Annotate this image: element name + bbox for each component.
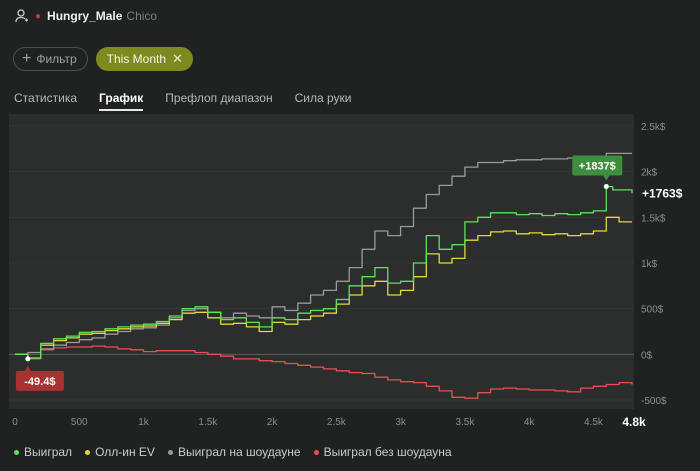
y-tick-label: -500$ <box>641 396 667 407</box>
legend-item-won[interactable]: Выиграл <box>14 445 72 459</box>
max-label-box <box>572 155 623 176</box>
x-tick-label: 4k <box>524 417 536 428</box>
legend-dot-allin-ev <box>85 449 91 455</box>
legend-item-allin-ev[interactable]: Олл-ин EV <box>85 445 155 459</box>
min-point-marker <box>25 356 31 362</box>
user-header: ● Hungry_Male Chico <box>15 8 157 24</box>
tab-hand-strength[interactable]: Сила руки <box>294 91 352 105</box>
max-label: +1837$ <box>579 161 616 173</box>
x-tick-label: 1.5k <box>198 417 218 428</box>
x-tick-label: 3.5k <box>455 417 475 428</box>
x-tick-label: 3k <box>395 417 407 428</box>
plot-area <box>9 114 634 409</box>
line-showdown <box>15 152 632 355</box>
username[interactable]: Hungry_Male <box>47 9 123 23</box>
plus-icon: + <box>22 50 32 67</box>
line-won <box>15 185 633 359</box>
min-label: -49.4$ <box>24 376 55 388</box>
profit-chart[interactable]: 2.5k$ 2k$ 1.5k$ 1k$ 500$ 0$ -500$ 0 500 1k 1.5k 2k 2… <box>0 112 700 432</box>
min-label-pointer <box>24 365 31 371</box>
legend-label-won: Выиграл <box>24 445 73 459</box>
y-tick-label: 500$ <box>641 305 664 316</box>
y-tick-label: 2.5k$ <box>641 122 666 133</box>
legend-label-non-showdown: Выиграл без шоудауна <box>323 445 452 459</box>
add-filter-button[interactable]: + Фильтр <box>13 47 88 71</box>
x-tick-label: 500 <box>71 417 88 428</box>
x-end-label: 4.8k <box>622 415 646 429</box>
legend-label-allin-ev: Олл-ин EV <box>95 445 155 459</box>
x-tick-label: 1k <box>138 417 150 428</box>
max-label-pointer <box>603 175 610 181</box>
active-filter-chip[interactable]: This Month ✕ <box>95 47 193 71</box>
legend-dot-non-showdown <box>313 449 319 455</box>
tab-statistics[interactable]: Статистика <box>14 91 78 105</box>
add-filter-label: Фильтр <box>36 52 77 66</box>
y-tick-label: 1.5k$ <box>641 213 666 224</box>
line-non-showdown <box>15 345 633 399</box>
legend-dot-won <box>14 449 19 455</box>
chart-legend: Выиграл Олл-ин EV Выиграл на шоудауне Вы… <box>14 445 452 459</box>
filter-bar: + Фильтр This Month ✕ <box>13 47 193 71</box>
legend-label-showdown: Выиграл на шоудауне <box>177 445 301 459</box>
tab-graph[interactable]: График <box>99 91 144 111</box>
end-label: +1763$ <box>642 186 683 200</box>
user-icon[interactable] <box>15 9 29 23</box>
legend-dot-showdown <box>167 449 173 455</box>
y-tick-label: 2k$ <box>641 168 658 179</box>
tab-preflop-range[interactable]: Префлоп диапазон <box>165 91 273 105</box>
x-tick-label: 4.5k <box>584 417 604 428</box>
y-tick-label: 0$ <box>641 350 653 361</box>
legend-item-non-showdown[interactable]: Выиграл без шоудауна <box>313 445 452 459</box>
user-subtitle: Chico <box>126 9 158 23</box>
x-tick-label: 2k <box>267 417 279 428</box>
status-dot-icon: ● <box>35 10 42 22</box>
y-tick-label: 1k$ <box>641 259 658 270</box>
x-tick-label: 0 <box>12 417 18 428</box>
active-filter-label: This Month <box>106 52 167 66</box>
min-label-box <box>15 370 64 391</box>
close-icon[interactable]: ✕ <box>172 51 183 66</box>
tab-bar: Статистика График Префлоп диапазон Сила … <box>14 91 351 111</box>
legend-item-showdown[interactable]: Выиграл на шоудауне <box>167 445 301 459</box>
max-point-marker <box>603 184 609 190</box>
x-tick-label: 2.5k <box>327 417 347 428</box>
